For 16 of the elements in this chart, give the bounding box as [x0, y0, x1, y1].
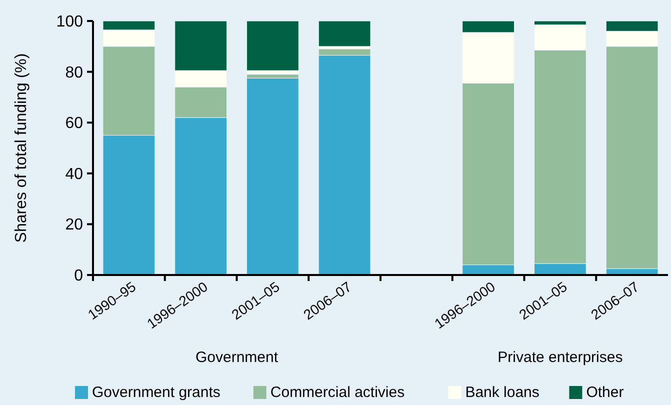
y-tick-label: 40 — [65, 166, 84, 183]
y-axis-title: Shares of total funding (%) — [13, 53, 30, 243]
y-tick-label: 80 — [65, 64, 84, 82]
legend-label: Bank loans — [465, 384, 540, 401]
bar — [246, 20, 299, 71]
legend-label: Other — [586, 384, 624, 401]
bar — [318, 20, 371, 47]
bar — [246, 78, 299, 276]
text: Government — [195, 349, 279, 366]
legend-label: Commercial activies — [270, 384, 405, 401]
y-tick-label: 60 — [65, 115, 84, 132]
y-tick-label: 0 — [74, 268, 84, 284]
y-tick-label: 100 — [56, 14, 84, 30]
legend-label: Government grants — [92, 384, 220, 401]
text: Private enterprises — [498, 349, 623, 366]
y-tick-label: 20 — [65, 216, 84, 234]
